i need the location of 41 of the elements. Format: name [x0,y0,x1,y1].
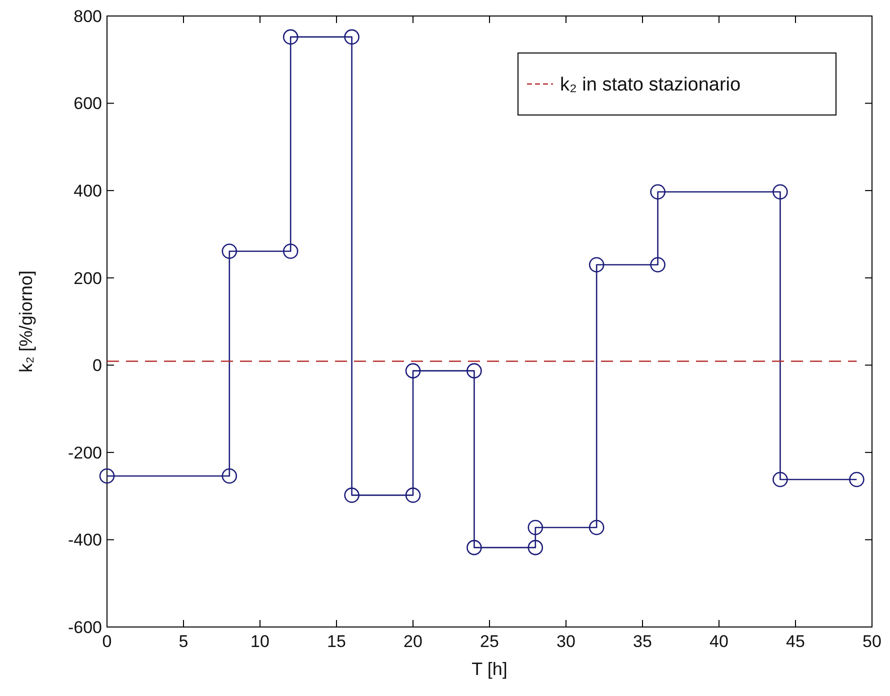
x-tick-label: 10 [250,632,270,651]
x-tick-label: 20 [404,632,422,651]
y-tick-label: 400 [74,182,102,201]
point [405,363,421,378]
y-tick-label: 600 [74,94,102,114]
point [849,472,864,488]
point [344,488,360,503]
point [282,29,298,45]
point [588,257,604,272]
x-tick-label: 25 [480,632,499,651]
y-tick-label: 200 [74,268,102,288]
point [222,244,238,259]
point [222,468,238,484]
x-tick-label: 5 [178,632,188,651]
y-tick-label: -400 [68,530,102,550]
point [466,363,482,378]
x-tick-label: 40 [710,632,728,651]
y-tick-label: -200 [68,443,102,462]
point [772,184,788,200]
point [405,488,421,503]
x-tick-label: 45 [786,632,805,651]
point [772,472,788,488]
x-tick-label: 50 [862,632,882,651]
x-tick-label: 35 [633,632,652,651]
x-tick-label: 15 [327,632,346,651]
point [466,540,482,556]
point [650,184,666,200]
y-axis-title: k₂ [%/giorno] [16,270,36,373]
x-tick-label: 30 [556,632,576,651]
point [528,520,544,536]
y-tick-label: -600 [68,618,102,637]
legend-label: k₂ in stato stazionario [560,74,741,96]
y-tick-label: 800 [74,6,102,26]
point [344,29,360,45]
point [588,520,604,536]
x-axis-title: T [h] [472,659,508,679]
y-tick-label: 0 [92,356,102,376]
point [528,540,544,556]
point [282,244,298,259]
point [650,257,666,272]
point [99,468,115,484]
